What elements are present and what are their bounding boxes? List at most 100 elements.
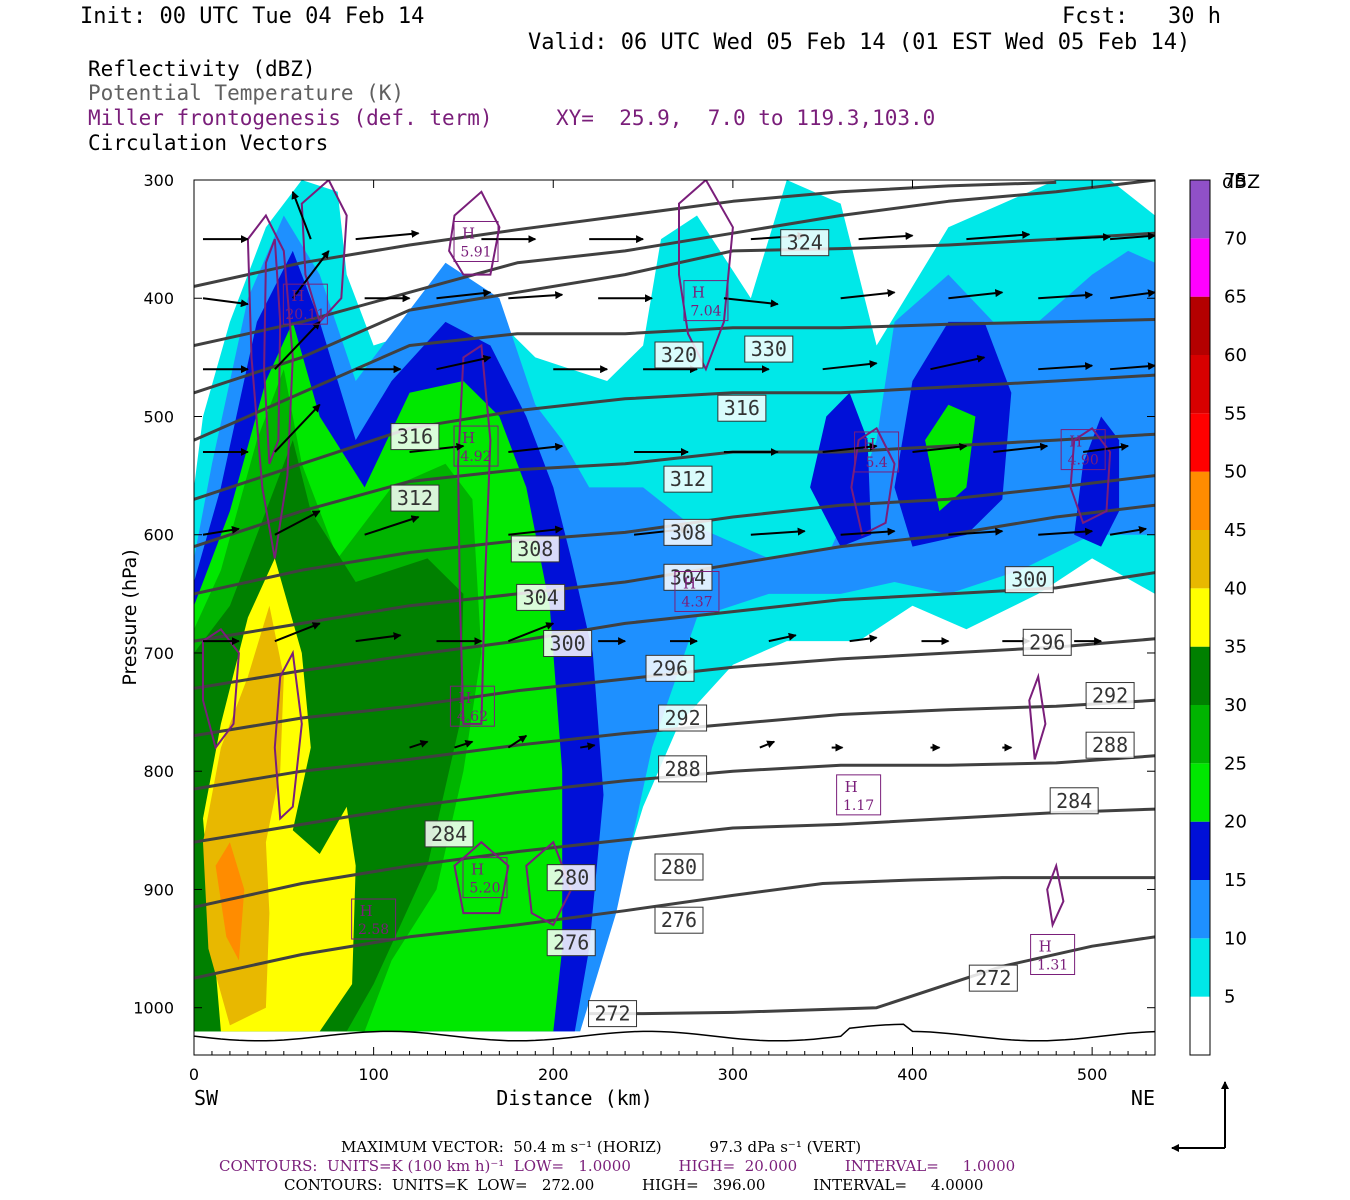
high-value: 1.17: [843, 798, 874, 814]
theta-contour-296: [194, 571, 1155, 690]
circulation-vector: [966, 230, 1031, 241]
theta-contour-308: [194, 432, 1155, 549]
colorbar-swatch: [1190, 471, 1210, 530]
vector-layer: [202, 190, 1155, 752]
title-xy: XY= 25.9, 7.0 to 119.3,103.0: [556, 106, 936, 130]
circulation-vector: [355, 229, 420, 241]
frontogenesis-contour: [202, 627, 240, 750]
colorbar-swatch: [1190, 238, 1210, 297]
y-tick-label: 800: [143, 762, 174, 781]
circulation-vector: [274, 321, 321, 370]
frontogenesis-high: H 4.62: [449, 685, 495, 727]
theta-label: 324: [780, 229, 830, 257]
high-value: 1.31: [1037, 957, 1068, 973]
theta-label-text: 304: [523, 585, 559, 609]
y-tick-label: 400: [143, 289, 174, 308]
title-vectors: Circulation Vectors: [88, 131, 329, 155]
theta-label-text: 284: [431, 822, 467, 846]
frontogenesis-high: H 7.04: [683, 280, 729, 322]
theta-label-text: 308: [670, 520, 706, 544]
circulation-vector: [436, 289, 492, 300]
high-value: 4.90: [1068, 453, 1099, 469]
circulation-vector: [202, 297, 249, 308]
x-tick-label: 200: [538, 1065, 569, 1084]
theta-label-text: 292: [1092, 684, 1128, 708]
colorbar-swatch: [1190, 530, 1210, 589]
circulation-vector: [409, 740, 429, 749]
x-tick-label: 300: [718, 1065, 749, 1084]
high-value: 5.91: [460, 244, 491, 260]
circulation-vector: [202, 526, 240, 536]
theta-label: 272: [968, 964, 1018, 992]
colorbar-swatch: [1190, 705, 1210, 764]
theta-label: 288: [1085, 731, 1135, 759]
reflectivity-region-20dbz: [925, 404, 976, 512]
high-marker: H: [471, 861, 484, 879]
frontogenesis-contour: [273, 649, 303, 821]
colorbar-frame: [1189, 179, 1211, 1056]
colorbar-label: 60: [1224, 345, 1247, 366]
theta-contour-312: [194, 373, 1155, 501]
high-marker: H: [683, 574, 696, 592]
colorbar-label: 40: [1224, 578, 1247, 599]
theta-label-text: 272: [975, 966, 1011, 990]
circulation-vector: [1109, 289, 1155, 300]
theta-label: 284: [424, 820, 474, 848]
theta-label: 284: [1049, 787, 1099, 815]
circulation-vector: [507, 734, 528, 749]
colorbar-label: 75: [1224, 170, 1247, 191]
theta-contour-272: [589, 935, 1155, 1016]
footer-max-vector: MAXIMUM VECTOR: 50.4 m s⁻¹ (HORIZ) 97.3 …: [341, 1138, 862, 1156]
circulation-vector: [1056, 233, 1112, 242]
frontogenesis-contour: [1069, 426, 1112, 525]
high-value: 20.11: [285, 307, 325, 323]
theta-label: 304: [516, 583, 566, 611]
theta-label-text: 324: [787, 231, 823, 255]
theta-label-layer: 324 320 330 316 316 312 312 308 308 304 304 300 300 2…: [390, 229, 1135, 1028]
theta-label-text: 300: [1011, 568, 1047, 592]
circulation-vector: [507, 622, 555, 643]
circulation-vector: [948, 289, 1004, 300]
theta-label-text: 296: [652, 656, 688, 680]
circulation-vector: [580, 742, 596, 751]
high-marker: H: [462, 224, 475, 242]
high-value: 2.58: [358, 922, 389, 938]
circulation-vector: [858, 232, 914, 241]
x-tick-label: 0: [189, 1065, 199, 1084]
valid-time: Valid: 06 UTC Wed 05 Feb 14 (01 EST Wed …: [528, 30, 1191, 55]
colorbar-label: 20: [1224, 812, 1247, 833]
colorbar-label: 30: [1224, 695, 1247, 716]
circulation-vector: [508, 525, 564, 536]
theta-label-text: 280: [553, 866, 589, 890]
frontogenesis-contour: [1028, 672, 1047, 760]
theta-label: 292: [658, 704, 708, 732]
compass-arrows: [1171, 1081, 1229, 1152]
colorbar-label: 70: [1224, 228, 1247, 249]
circulation-vector: [849, 634, 878, 643]
high-value: 4.92: [460, 449, 491, 465]
high-marker: H: [1039, 937, 1052, 955]
circulation-vector: [1038, 362, 1094, 371]
circulation-vector: [274, 510, 321, 536]
x-tick-label: 400: [897, 1065, 928, 1084]
theta-label: 296: [1022, 628, 1072, 656]
high-value: 5.4: [865, 455, 887, 471]
circulation-vector: [508, 291, 564, 300]
theta-label-text: 320: [661, 343, 697, 367]
frontogenesis-contour: [678, 180, 734, 372]
colorbar-label: 65: [1224, 287, 1247, 308]
theta-label-text: 288: [665, 757, 701, 781]
circulation-vector: [768, 632, 797, 643]
frontogenesis-contour: [246, 213, 294, 559]
theta-label: 304: [663, 563, 713, 591]
theta-label: 300: [543, 630, 593, 658]
y-tick-label: 300: [143, 171, 174, 190]
theta-label-text: 312: [397, 486, 433, 510]
circulation-vector: [723, 297, 779, 308]
colorbar-swatch: [1190, 180, 1210, 239]
colorbar-swatch: [1190, 996, 1210, 1055]
high-marker: H: [692, 284, 705, 302]
circulation-vector: [912, 442, 968, 453]
theta-label: 312: [663, 465, 713, 493]
